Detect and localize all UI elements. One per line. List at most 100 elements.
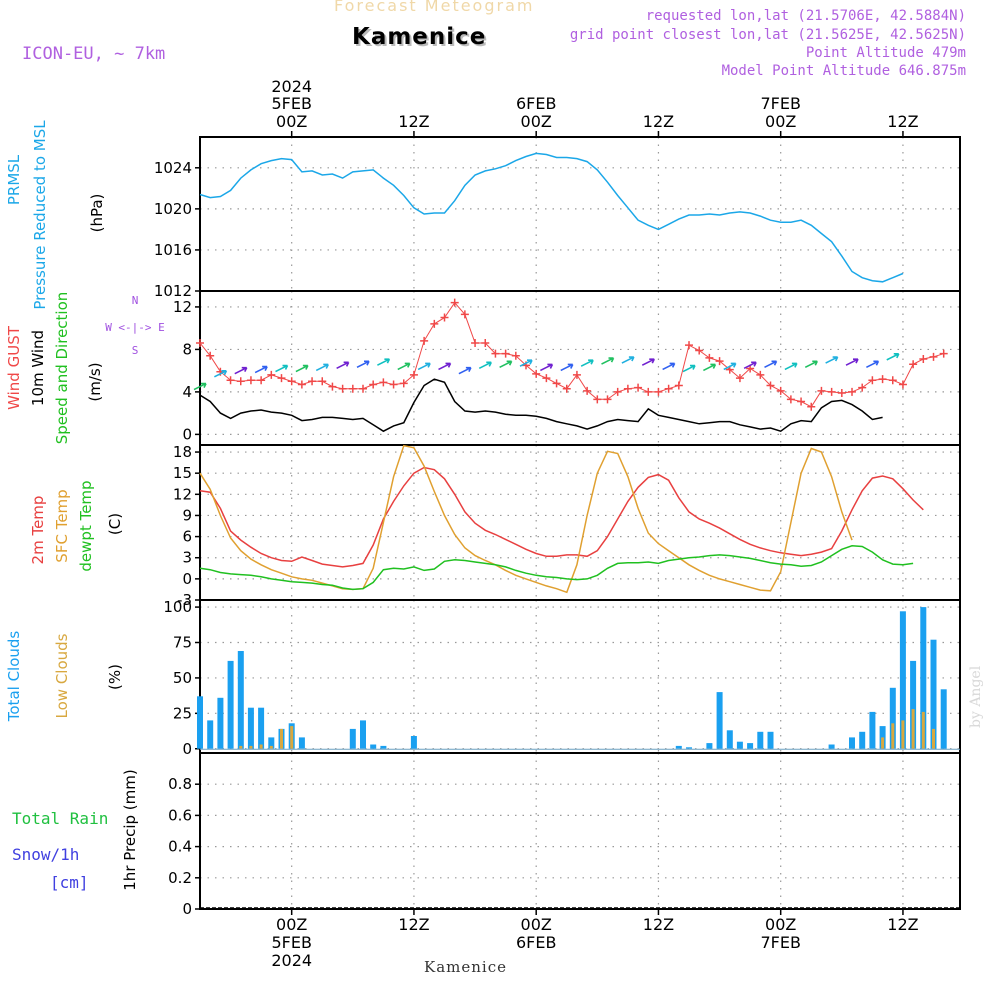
y-tick-label: 0.8 [168,775,192,793]
y-tick-label: 3 [182,549,192,567]
low-cloud-bar [239,745,243,749]
panel-frame [199,752,961,910]
y-tick-label: -3 [177,591,192,609]
total-cloud-bar [889,687,896,749]
total-cloud-bar [716,692,723,749]
y-tick-label: 0.2 [168,869,192,887]
gust-marker [929,352,938,361]
gust-marker [532,369,541,378]
wind-direction-arrow [295,364,309,373]
gust-marker [420,336,429,345]
gust-marker [766,381,775,390]
gust-marker [837,388,846,397]
gust-marker [338,384,347,393]
wind-direction-arrow [784,362,798,371]
top-time-year: 2024 [271,77,312,96]
gust-marker [471,339,480,348]
low-cloud-bar [269,745,273,749]
wind-direction-arrow [438,362,452,371]
gust-marker [267,370,276,379]
gust-marker [674,381,683,390]
gust-marker [909,360,918,369]
gust-marker [898,380,907,389]
y-tick-label: 0.4 [168,838,192,856]
wind-direction-arrow [193,382,207,391]
gust-marker [583,386,592,395]
total-cloud-bar [227,660,234,749]
cloud-label-low: Low Clouds [53,633,71,718]
gust-marker [460,310,469,319]
gust-marker [430,319,439,328]
total-cloud-bar [859,731,866,749]
wind-direction-arrow [275,364,289,373]
wind-direction-arrow [866,360,880,368]
precip-label-snow: Snow/1h [12,845,79,864]
cloud-unit-label: (%) [106,664,124,690]
total-cloud-bar [686,747,692,749]
requested-coordinates: requested lon,lat (21.5706E, 42.5884N) [645,8,966,24]
y-tick-label: 15 [173,464,192,482]
temp-2m-line [199,466,924,568]
y-tick-label: 1012 [154,282,192,300]
gust-marker [409,370,418,379]
gust-marker [776,386,785,395]
model-label: ICON-EU, ~ 7km [22,44,166,64]
pressure-unit-label: (hPa) [88,194,106,233]
total-cloud-bar [370,744,377,749]
compass-north: N [132,294,139,307]
wind-label-10m: 10m Wind [29,330,47,406]
grid-point-coordinates: grid point closest lon,lat (21.5625E, 42… [569,27,966,43]
wind-direction-arrow [621,356,635,364]
gust-marker [613,387,622,396]
gust-marker [878,375,887,384]
gust-marker [348,384,357,393]
wind-direction-arrow [540,363,554,372]
gust-marker [572,370,581,379]
wind-direction-arrow [560,363,574,372]
dewpt-line [199,545,914,591]
wind-direction-arrow [580,359,594,367]
total-cloud-bar [910,660,917,749]
pressure-label-msl: Pressure Reduced to MSL [31,120,49,310]
top-time-hour: 12Z [398,112,429,131]
top-time-hour: 12Z [643,112,674,131]
gust-marker [226,376,235,385]
wind-direction-arrow [377,358,391,366]
top-time-date: 7FEB [760,94,800,113]
bottom-time-hour: 12Z [887,915,918,934]
total-cloud-bar [747,743,754,749]
gust-marker [654,387,663,396]
wind-direction-arrow [478,361,492,370]
y-tick-label: 0 [182,740,192,758]
total-cloud-bar [298,737,305,749]
total-cloud-bar [258,707,265,749]
wind-direction-arrow [601,357,615,365]
total-cloud-bar [767,731,774,749]
total-cloud-bar [736,741,743,749]
gust-marker [939,349,948,358]
y-tick-label: 100 [163,598,192,616]
y-tick-label: 1016 [154,241,192,259]
gust-marker [664,384,673,393]
gust-marker [848,387,857,396]
total-cloud-bar [349,728,356,749]
wind-direction-arrow [641,358,655,366]
bottom-time-year: 2024 [271,951,312,970]
top-time-hour: 12Z [887,112,918,131]
temp-label-dewpt: dewpt Temp [77,480,95,571]
gust-marker [257,376,266,385]
gust-marker [644,387,653,396]
gust-marker [246,376,255,385]
wind-direction-arrow [723,362,737,371]
low-cloud-bar [280,728,283,749]
wind-direction-arrow [356,360,370,368]
gust-marker [634,383,643,392]
gust-marker [695,346,704,355]
gust-marker [827,387,836,396]
y-tick-label: 25 [173,704,192,722]
temp-label-sfc: SFC Temp [53,489,71,562]
total-cloud-bar [380,745,387,749]
y-tick-label: 50 [173,669,192,687]
gust-marker [705,353,714,362]
